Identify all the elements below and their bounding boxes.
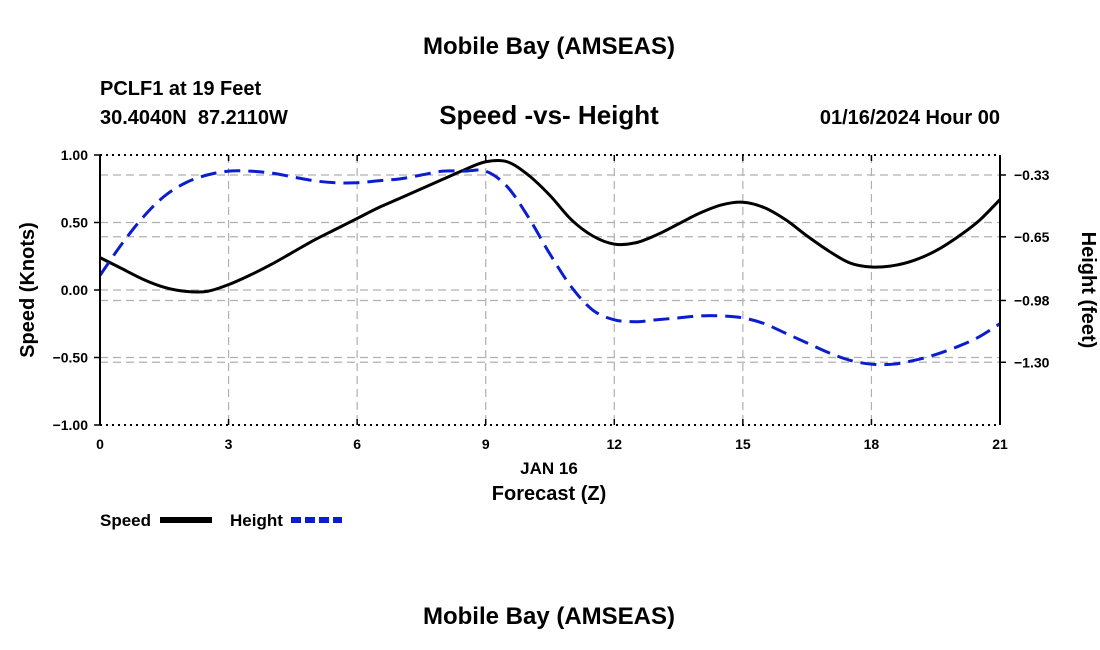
y2-tick-label: −0.33 bbox=[1014, 167, 1050, 183]
x-tick-label: 0 bbox=[96, 436, 104, 452]
station-label: PCLF1 at 19 Feet bbox=[100, 78, 262, 100]
y-axis-label: Speed (Knots) bbox=[17, 222, 39, 358]
series-lines bbox=[98, 158, 1002, 367]
x-tick-label: 3 bbox=[225, 436, 233, 452]
axis-ticks: 0 3 6 9 12 15 18 21 1.00 0.50 0.00 −0.50 −1.00 −0.33 −… bbox=[53, 147, 1050, 452]
legend: Speed Height bbox=[100, 511, 342, 530]
y-tick-label: 1.00 bbox=[61, 147, 88, 163]
y-tick-label: 0.00 bbox=[61, 282, 88, 298]
x-axis-label: Forecast (Z) bbox=[492, 483, 606, 505]
y-tick-label: −0.50 bbox=[53, 350, 89, 366]
x-axis-date-label: JAN 16 bbox=[520, 459, 578, 478]
y2-tick-label: −1.30 bbox=[1014, 354, 1050, 370]
series-line-height bbox=[98, 168, 1001, 367]
chart-title: Speed -vs- Height bbox=[439, 100, 659, 130]
y2-axis-label: Height (feet) bbox=[1077, 232, 1099, 349]
legend-height-label: Height bbox=[230, 511, 283, 530]
y2-tick-label: −0.98 bbox=[1014, 292, 1050, 308]
y-tick-label: 0.50 bbox=[61, 215, 88, 231]
y2-tick-label: −0.65 bbox=[1014, 229, 1050, 245]
page-title-bottom: Mobile Bay (AMSEAS) bbox=[423, 603, 675, 630]
plot-frame bbox=[99, 154, 1001, 426]
x-tick-label: 18 bbox=[864, 436, 880, 452]
grid-lines bbox=[100, 155, 1000, 425]
legend-speed-label: Speed bbox=[100, 511, 151, 530]
coordinates-label: 30.4040N 87.2110W bbox=[100, 107, 288, 129]
y-tick-label: −1.00 bbox=[53, 417, 89, 433]
x-tick-label: 9 bbox=[482, 436, 490, 452]
x-tick-label: 6 bbox=[353, 436, 361, 452]
page-title-top: Mobile Bay (AMSEAS) bbox=[423, 33, 675, 60]
x-tick-label: 21 bbox=[992, 436, 1008, 452]
x-tick-label: 12 bbox=[606, 436, 622, 452]
forecast-date-label: 01/16/2024 Hour 00 bbox=[820, 107, 1000, 129]
x-tick-label: 15 bbox=[735, 436, 751, 452]
series-line-speed bbox=[99, 158, 1002, 294]
